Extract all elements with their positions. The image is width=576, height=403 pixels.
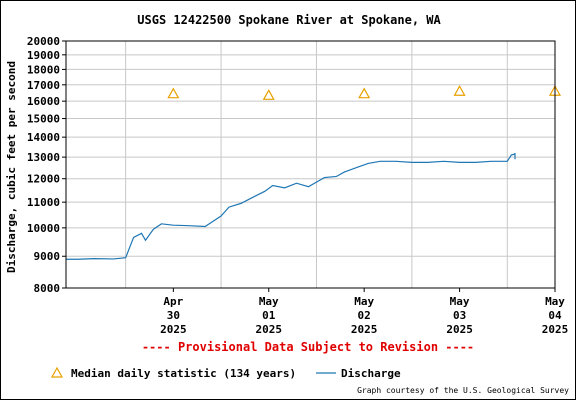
y-tick-label: 16000: [27, 95, 60, 108]
x-tick-day: 01: [262, 309, 276, 322]
x-tick-month: May: [545, 295, 565, 308]
x-tick-day: 03: [453, 309, 466, 322]
y-tick-label: 14000: [27, 131, 60, 144]
y-tick-label: 13000: [27, 151, 60, 164]
y-axis-label: Discharge, cubic feet per second: [5, 61, 18, 273]
chart-title: USGS 12422500 Spokane River at Spokane, …: [137, 13, 441, 27]
y-tick-label: 11000: [27, 196, 60, 209]
y-tick-label: 12000: [27, 173, 60, 186]
plot-background: [66, 41, 555, 288]
y-tick-label: 15000: [27, 113, 60, 126]
graph-credit: Graph courtesy of the U.S. Geological Su…: [357, 386, 569, 395]
x-tick-year: 2025: [446, 323, 473, 336]
median-triangle-marker: [167, 87, 180, 99]
grid-lines: [66, 41, 555, 288]
x-tick-year: 2025: [256, 323, 283, 336]
x-axis-ticks: Apr302025May012025May022025May032025May0…: [160, 288, 568, 336]
y-tick-label: 19000: [27, 49, 60, 62]
x-tick-month: May: [354, 295, 374, 308]
x-tick-year: 2025: [160, 323, 187, 336]
x-tick-month: May: [450, 295, 470, 308]
y-tick-label: 9000: [34, 250, 61, 263]
x-tick-month: May: [259, 295, 279, 308]
provisional-data-notice: ---- Provisional Data Subject to Revisio…: [142, 340, 474, 354]
x-tick-month: Apr: [163, 295, 183, 308]
x-tick-day: 04: [548, 309, 562, 322]
legend-discharge-label: Discharge: [341, 367, 401, 380]
legend-median-label: Median daily statistic (134 years): [71, 367, 296, 380]
y-tick-label: 10000: [27, 222, 60, 235]
y-tick-label: 17000: [27, 79, 60, 92]
x-tick-year: 2025: [542, 323, 569, 336]
legend: Median daily statistic (134 years) Disch…: [50, 366, 401, 380]
plot-area: [65, 40, 562, 289]
plot-border: [65, 40, 556, 289]
median-triangle-marker: [262, 89, 275, 100]
median-triangle-marker: [453, 84, 466, 96]
x-tick-day: 30: [167, 309, 180, 322]
y-tick-label: 18000: [27, 63, 60, 76]
x-tick-day: 02: [358, 309, 371, 322]
discharge-series-line: [66, 153, 516, 260]
y-tick-label: 20000: [27, 35, 60, 48]
median-triangle-marker: [358, 87, 371, 99]
x-tick-year: 2025: [351, 323, 378, 336]
legend-median-triangle-icon: [50, 366, 64, 378]
y-tick-label: 8000: [34, 282, 61, 295]
